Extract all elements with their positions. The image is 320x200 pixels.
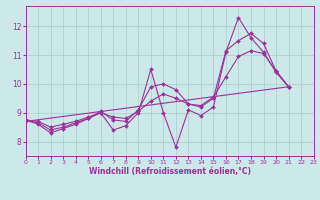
X-axis label: Windchill (Refroidissement éolien,°C): Windchill (Refroidissement éolien,°C) [89,167,251,176]
